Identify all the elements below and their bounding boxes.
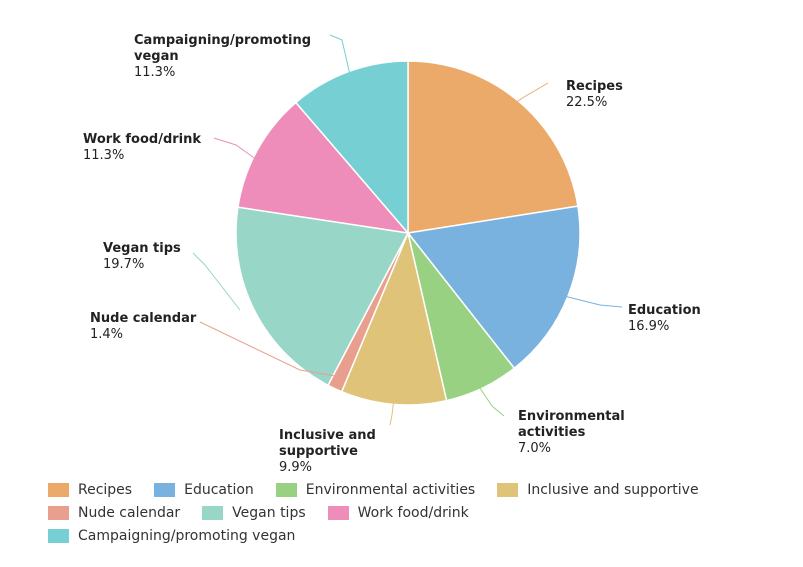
- legend-row: Campaigning/promoting vegan: [48, 524, 788, 547]
- legend-swatch: [48, 528, 69, 543]
- legend-label: Work food/drink: [357, 504, 469, 521]
- legend-label: Recipes: [78, 481, 133, 498]
- legend-swatch: [48, 482, 69, 497]
- leader-line-vegan-tips: [192, 252, 241, 311]
- pie-slice-work-food-drink[interactable]: [237, 101, 410, 235]
- chart-legend: Recipes Education Environmental activities…: [48, 478, 788, 547]
- slice-label-name: Environmental: [518, 409, 625, 424]
- legend-label: Education: [184, 481, 254, 498]
- slice-label-name: Nude calendar: [90, 311, 197, 326]
- slice-label-name: activities: [518, 425, 586, 440]
- slice-label-value: 1.4%: [90, 327, 123, 342]
- legend-swatch: [497, 482, 519, 497]
- slice-label-value: 16.9%: [628, 319, 669, 334]
- slice-label-value: 11.3%: [134, 65, 175, 80]
- leader-line-education: [559, 294, 623, 308]
- legend-item-vegan-tips[interactable]: Vegan tips: [202, 504, 306, 521]
- legend-item-work-food-drink[interactable]: Work food/drink: [327, 504, 469, 521]
- slice-label-value: 11.3%: [83, 148, 124, 163]
- leader-line-campaigning-promoting-vegan: [329, 34, 351, 76]
- legend-swatch: [327, 505, 349, 520]
- legend-row: Nude calendar Vegan tips Work food/drink: [48, 501, 788, 524]
- legend-label: Nude calendar: [78, 504, 181, 521]
- legend-item-recipes[interactable]: Recipes: [48, 482, 132, 498]
- slice-label-value: 7.0%: [518, 441, 551, 456]
- legend-label: Campaigning/promoting vegan: [78, 527, 296, 544]
- legend-item-environmental-activities[interactable]: Environmental activities: [275, 481, 476, 498]
- leader-line-environmental-activities: [475, 381, 505, 417]
- legend-label: Inclusive and supportive: [527, 481, 699, 498]
- legend-swatch: [275, 482, 297, 497]
- legend-label: Environmental activities: [305, 481, 476, 498]
- leader-line-nude-calendar: [199, 321, 336, 377]
- legend-swatch: [154, 482, 176, 497]
- legend-swatch: [202, 505, 224, 520]
- legend-item-nude-calendar[interactable]: Nude calendar: [48, 505, 180, 521]
- pie-slice-education[interactable]: [406, 205, 581, 370]
- pie-slice-vegan-tips[interactable]: [235, 206, 410, 387]
- legend-swatch: [48, 505, 69, 520]
- legend-item-inclusive-and-supportive[interactable]: Inclusive and supportive: [497, 481, 699, 498]
- slice-label-value: 22.5%: [566, 95, 607, 110]
- slice-label-name: Vegan tips: [103, 241, 181, 256]
- legend-item-campaigning-promoting-vegan[interactable]: Campaigning/promoting vegan: [48, 528, 295, 544]
- legend-row: Recipes Education Environmental activities…: [48, 478, 788, 501]
- leader-line-recipes: [477, 82, 549, 129]
- slice-label-name: Campaigning/promoting: [134, 33, 311, 48]
- slice-label-name: vegan: [134, 49, 179, 64]
- pie-slice-recipes[interactable]: [407, 60, 579, 234]
- slice-label-value: 19.7%: [103, 257, 144, 272]
- slice-label-name: Recipes: [566, 79, 623, 94]
- slice-label-value: 9.9%: [279, 460, 312, 475]
- slice-label-name: Education: [628, 303, 701, 318]
- legend-item-education[interactable]: Education: [154, 482, 254, 498]
- leader-line-inclusive-and-supportive: [389, 397, 395, 426]
- legend-label: Vegan tips: [232, 504, 306, 521]
- leader-line-work-food-drink: [213, 137, 265, 166]
- pie-slice-campaigning-promoting-vegan[interactable]: [294, 60, 409, 236]
- slice-label-name: supportive: [279, 444, 358, 459]
- slice-label-name: Inclusive and: [279, 428, 376, 443]
- slice-label-name: Work food/drink: [83, 132, 201, 147]
